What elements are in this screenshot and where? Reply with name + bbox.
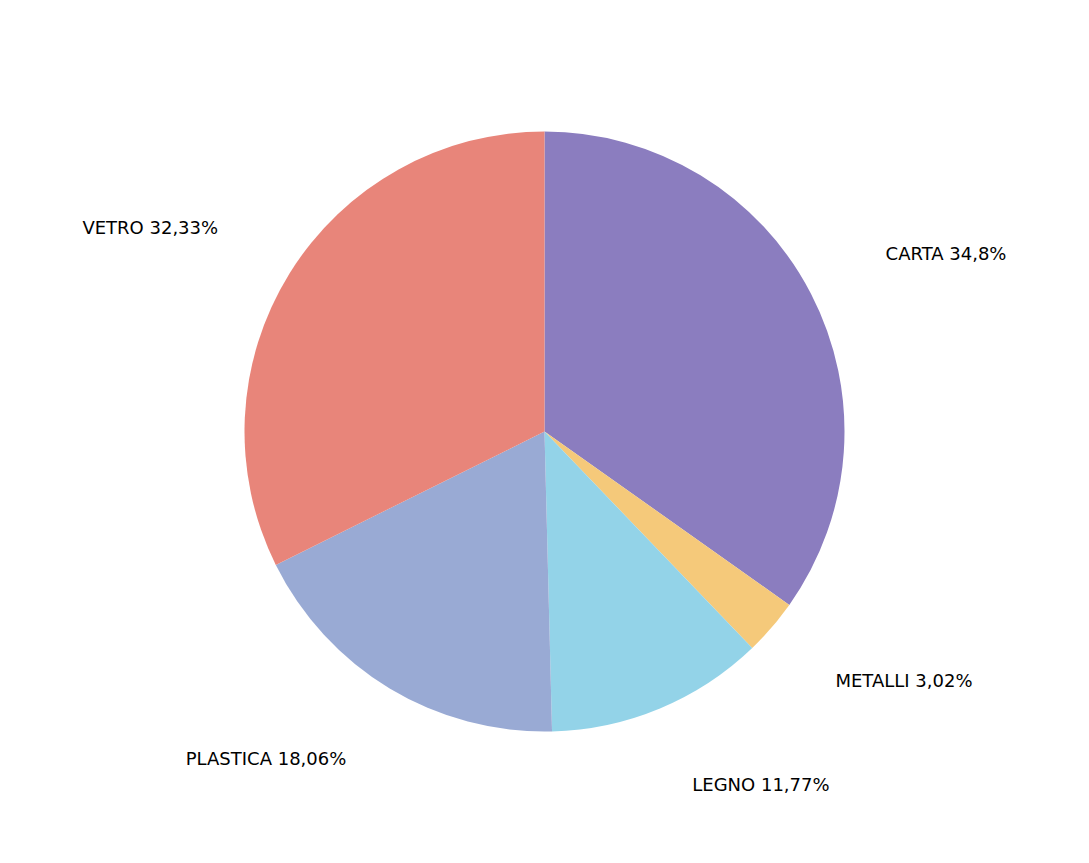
- slices: [245, 131, 845, 731]
- slice-label: PLASTICA 18,06%: [186, 748, 347, 769]
- slice-label: LEGNO 11,77%: [692, 774, 829, 795]
- labels: CARTA 34,8% METALLI 3,02% LEGNO 11,77% PLAS…: [82, 217, 1006, 795]
- chart: CARTA 34,8% METALLI 3,02% LEGNO 11,77% PLAS…: [0, 0, 1089, 863]
- pie-slice: [245, 132, 545, 565]
- pie: [245, 131, 845, 731]
- slice-label: METALLI 3,02%: [835, 670, 972, 691]
- slice-label: CARTA 34,8%: [886, 243, 1007, 264]
- pie-slice: [545, 432, 753, 732]
- slice-label: VETRO 32,33%: [82, 217, 218, 238]
